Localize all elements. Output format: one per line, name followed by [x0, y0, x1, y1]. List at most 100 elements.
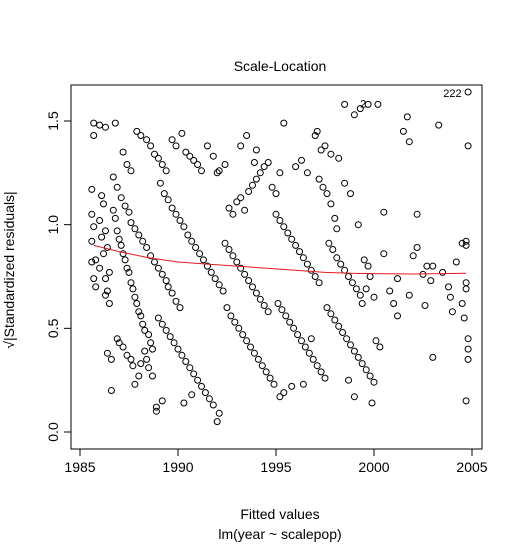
data-point	[102, 123, 109, 131]
data-point	[168, 204, 176, 212]
data-point	[102, 275, 109, 283]
data-point	[445, 283, 452, 291]
data-point	[235, 324, 243, 332]
data-point	[278, 306, 286, 314]
data-point	[309, 355, 317, 363]
data-point	[221, 239, 229, 247]
data-point	[360, 256, 368, 264]
x-axis-label: Fitted values	[240, 506, 319, 522]
data-point	[350, 393, 358, 401]
data-point	[141, 326, 149, 334]
data-point	[158, 320, 166, 328]
data-point	[96, 264, 104, 272]
data-point	[323, 190, 331, 198]
data-point	[152, 407, 160, 415]
data-point	[427, 277, 435, 285]
data-point	[158, 270, 166, 278]
data-point	[119, 343, 127, 351]
data-point	[464, 355, 472, 363]
data-point	[241, 270, 249, 278]
x-axis: 1985 1990 1995 2000 2005	[64, 449, 488, 475]
data-point	[313, 127, 321, 135]
data-point	[290, 324, 298, 332]
data-point	[272, 210, 280, 218]
data-point	[198, 382, 205, 390]
data-point	[462, 241, 470, 249]
data-point	[190, 156, 198, 164]
data-point	[358, 300, 366, 307]
data-point	[276, 169, 284, 177]
data-point	[225, 246, 233, 253]
data-point	[180, 399, 188, 407]
data-point	[139, 237, 147, 245]
data-point	[129, 362, 137, 370]
data-point	[145, 364, 153, 372]
data-point	[203, 262, 211, 270]
data-point	[405, 291, 413, 299]
data-point	[103, 349, 111, 357]
data-point	[284, 229, 292, 237]
data-point	[123, 351, 131, 359]
data-point	[131, 225, 139, 233]
data-point	[180, 223, 188, 231]
data-point	[156, 179, 164, 187]
y-tick-label: 0.0	[45, 422, 61, 442]
data-point	[256, 169, 264, 177]
data-point	[321, 142, 329, 150]
data-point	[127, 355, 135, 363]
data-point	[133, 300, 141, 307]
data-point	[213, 169, 221, 177]
data-point	[151, 150, 158, 158]
y-tick-label: 0.5	[45, 318, 61, 338]
data-point	[327, 200, 335, 208]
data-point	[458, 300, 466, 307]
data-point	[137, 132, 145, 139]
data-point	[160, 190, 168, 198]
data-point	[354, 221, 362, 229]
data-point	[462, 285, 470, 293]
data-point	[194, 161, 202, 168]
data-point	[280, 389, 288, 397]
data-point	[88, 210, 96, 218]
data-point	[215, 167, 223, 175]
data-point	[376, 343, 384, 351]
data-point	[413, 210, 421, 218]
data-point	[356, 291, 364, 299]
data-point	[154, 314, 162, 322]
data-point	[243, 132, 251, 139]
data-point	[201, 389, 209, 397]
data-point	[123, 161, 131, 168]
data-point	[111, 214, 119, 222]
data-point	[380, 208, 388, 216]
data-point	[119, 250, 127, 258]
data-point	[337, 260, 345, 268]
data-point	[352, 285, 360, 293]
data-point	[272, 190, 280, 198]
data-point	[458, 239, 466, 247]
data-point	[403, 113, 411, 121]
data-point	[429, 353, 437, 361]
data-point	[299, 254, 307, 262]
data-point	[215, 409, 223, 417]
data-point	[188, 391, 196, 399]
data-point	[370, 293, 378, 301]
data-point	[252, 289, 260, 297]
data-point	[252, 175, 260, 183]
data-point	[113, 183, 121, 191]
data-points	[88, 88, 472, 426]
data-point	[245, 188, 253, 195]
data-point	[141, 347, 149, 355]
data-point	[143, 355, 151, 363]
data-point	[305, 349, 313, 357]
data-point	[213, 418, 221, 426]
data-point	[192, 244, 200, 251]
data-point	[260, 163, 268, 171]
data-point	[247, 343, 254, 351]
data-point	[143, 244, 151, 251]
data-point	[186, 152, 194, 160]
data-point	[462, 237, 470, 245]
data-point	[303, 260, 311, 268]
data-point	[200, 256, 207, 264]
data-point	[276, 217, 284, 224]
